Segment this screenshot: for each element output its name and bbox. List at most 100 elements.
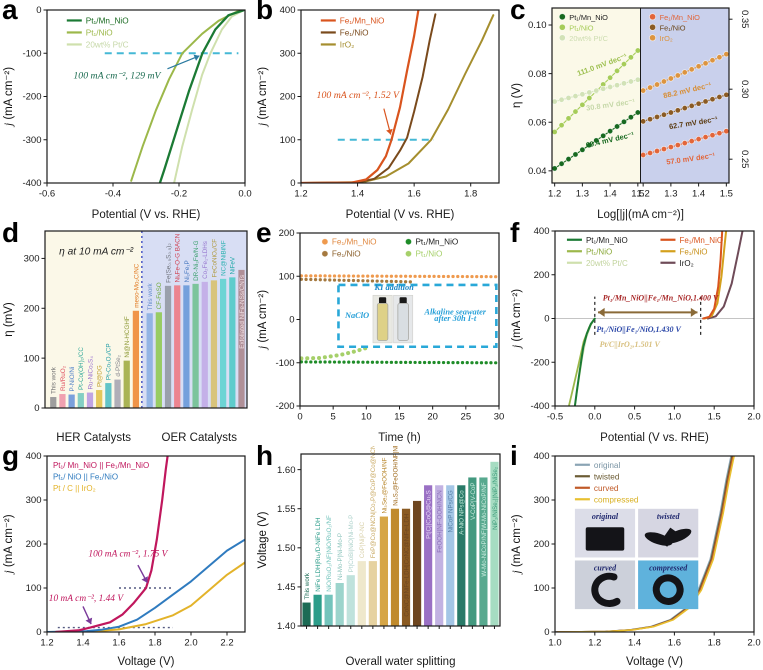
panel-i: i original twisted curved compressed origina… (508, 440, 763, 670)
svg-text:original: original (592, 512, 619, 521)
svg-text:1.0: 1.0 (668, 412, 681, 423)
svg-text:0.35: 0.35 (739, 10, 750, 29)
svg-text:meso-Mo₂C/NC: meso-Mo₂C/NC (133, 263, 140, 308)
svg-text:1.6: 1.6 (112, 638, 125, 649)
svg-text:1.4: 1.4 (604, 189, 617, 200)
svg-text:Fe₁/NiO: Fe₁/NiO (332, 250, 361, 259)
panel-a: a 100 mA cm⁻², 129 mV Pt₁/Mn_NiO Pt₁/NiO 20… (0, 0, 254, 223)
svg-text:Fe₁/NiO: Fe₁/NiO (679, 247, 707, 256)
svg-text:1.6: 1.6 (668, 638, 681, 649)
svg-text:1.50: 1.50 (277, 543, 296, 554)
svg-text:HER Catalysts: HER Catalysts (56, 432, 131, 444)
panel-b-chart: 100 mA cm⁻², 1.52 V Fe₁/Mn_NiO Fe₁/NiO IrO₂… (254, 0, 508, 228)
svg-text:Log[|j|(mA cm⁻²)]: Log[|j|(mA cm⁻²)] (597, 209, 684, 221)
svg-text:0.5: 0.5 (628, 412, 641, 423)
panel-b: b 100 mA cm⁻², 1.52 V Fe₁/Mn_NiO Fe₁/NiO Ir… (254, 0, 508, 223)
svg-text:-200: -200 (530, 357, 549, 368)
svg-text:Exfoliated NiFe-NSs/CNTs: Exfoliated NiFe-NSs/CNTs (239, 275, 246, 349)
svg-text:NaClO: NaClO (344, 311, 369, 320)
svg-text:0: 0 (36, 5, 41, 16)
svg-text:V-CoP|V-CoP: V-CoP|V-CoP (470, 482, 477, 519)
svg-text:0: 0 (544, 627, 549, 638)
svg-text:1.8: 1.8 (464, 189, 477, 200)
svg-text:Voltage (V): Voltage (V) (257, 511, 269, 568)
svg-text:1.3: 1.3 (576, 189, 589, 200)
svg-text:25: 25 (461, 412, 472, 423)
svg-text:0.0: 0.0 (238, 189, 251, 200)
svg-text:0.08: 0.08 (528, 69, 547, 80)
svg-text:twisted: twisted (594, 472, 620, 481)
svg-text:Alkaline seawater: Alkaline seawater (423, 307, 486, 316)
panel-h: h This work NiFe LDH|Ru₁/D-NiFe LDH NiO/Ru… (254, 440, 508, 670)
svg-text:Fe₁/Mn_NiO: Fe₁/Mn_NiO (660, 13, 701, 22)
panel-b-letter: b (256, 0, 274, 25)
svg-text:200: 200 (279, 228, 295, 239)
svg-text:2.0: 2.0 (747, 638, 760, 649)
svg-text:Ni-Mo-P|Ni-Mo-P: Ni-Mo-P|Ni-Mo-P (337, 533, 344, 580)
svg-text:Fe(Se₀.₅S₀.₅)₂: Fe(Se₀.₅S₀.₅)₂ (165, 243, 172, 283)
panel-i-chart: original twisted curved compressed original t… (508, 446, 763, 670)
svg-text:200: 200 (534, 270, 550, 281)
svg-text:FeOOH|NF-OOH/NCN: FeOOH|NF-OOH/NCN (437, 490, 444, 552)
svg-text:j (mA cm⁻²): j (mA cm⁻²) (511, 289, 523, 350)
svg-text:Potential (V vs. RHE): Potential (V vs. RHE) (346, 209, 455, 221)
svg-text:0: 0 (297, 412, 302, 423)
svg-text:Ru/RuO₂: Ru/RuO₂ (60, 365, 67, 391)
svg-text:Ru-NiCo₂S₄: Ru-NiCo₂S₄ (87, 356, 94, 390)
svg-text:Pt₁/NiO: Pt₁/NiO (415, 250, 442, 259)
svg-text:Pt / C || IrO₂: Pt / C || IrO₂ (53, 484, 96, 493)
svg-text:300: 300 (534, 495, 550, 506)
svg-text:1.2: 1.2 (294, 189, 307, 200)
svg-text:twisted: twisted (657, 512, 681, 521)
svg-text:1.5: 1.5 (720, 189, 733, 200)
panel-h-chart: This work NiFe LDH|Ru₁/D-NiFe LDH NiO/RuO₂… (254, 443, 508, 670)
svg-text:-0.4: -0.4 (105, 189, 121, 200)
svg-text:20wt% Pt/C: 20wt% Pt/C (569, 34, 608, 43)
svg-text:Voltage (V): Voltage (V) (626, 656, 683, 668)
svg-text:Pt-Co₃O₄/CP: Pt-Co₃O₄/CP (106, 343, 113, 380)
svg-text:200: 200 (534, 539, 550, 550)
svg-text:100 mA cm⁻², 129 mV: 100 mA cm⁻², 129 mV (73, 70, 161, 81)
svg-text:0.04: 0.04 (528, 166, 547, 177)
svg-text:NC@NiBiNF: NC@NiBiNF (221, 240, 228, 276)
svg-text:0: 0 (544, 314, 549, 325)
svg-text:η at 10 mA cm⁻²: η at 10 mA cm⁻² (59, 247, 134, 258)
svg-text:400: 400 (534, 451, 550, 462)
svg-text:Pt₁/Mn_NiO: Pt₁/Mn_NiO (586, 236, 628, 245)
panel-e: e KI addition NaClO Alkaline seawater after… (254, 217, 508, 446)
svg-text:Fe₁/NiO: Fe₁/NiO (660, 23, 686, 32)
svg-text:400: 400 (534, 226, 550, 237)
svg-text:Pt|CoBi|NiO|Ni-Mo-P: Pt|CoBi|NiO|Ni-Mo-P (348, 515, 355, 572)
svg-text:Pt₁/Mn_NiO: Pt₁/Mn_NiO (415, 238, 458, 247)
svg-text:10: 10 (361, 412, 372, 423)
svg-text:NiₓFe-O-G BACN: NiₓFe-O-G BACN (175, 233, 182, 282)
svg-text:Potential (V vs. RHE): Potential (V vs. RHE) (600, 432, 709, 444)
svg-text:Time (h): Time (h) (378, 432, 421, 444)
svg-text:0.25: 0.25 (739, 150, 750, 169)
svg-text:-300: -300 (22, 135, 41, 146)
svg-text:100 mA cm⁻², 1.52 V: 100 mA cm⁻², 1.52 V (317, 90, 400, 101)
svg-text:Pt₁/Mn_NiO: Pt₁/Mn_NiO (569, 13, 608, 22)
panel-f-letter: f (510, 217, 520, 248)
svg-text:0.10: 0.10 (528, 20, 547, 31)
svg-text:1.4: 1.4 (76, 638, 89, 649)
svg-text:Fe₁/NiO: Fe₁/NiO (340, 28, 369, 37)
svg-text:1.5: 1.5 (631, 189, 644, 200)
svg-text:j (mA cm⁻²): j (mA cm⁻²) (257, 67, 269, 128)
svg-text:η (mV): η (mV) (3, 302, 15, 337)
svg-text:-0.2: -0.2 (171, 189, 187, 200)
svg-text:2.2: 2.2 (220, 638, 233, 649)
svg-text:2.0: 2.0 (747, 412, 760, 423)
svg-text:Pt-Co(OH)₂/CC: Pt-Co(OH)₂/CC (78, 347, 85, 390)
svg-text:after 30h I-t: after 30h I-t (434, 314, 477, 323)
svg-text:Pt|C||CoO@Cu₂S: Pt|C||CoO@Cu₂S (426, 490, 433, 539)
svg-text:0: 0 (289, 315, 294, 326)
svg-text:200: 200 (24, 303, 40, 314)
svg-text:j (mA cm⁻²): j (mA cm⁻²) (257, 290, 269, 351)
svg-text:400: 400 (280, 5, 296, 16)
svg-text:W-Mo-NiCoP/NF|W-Mo-NiCoP/NF: W-Mo-NiCoP/NF|W-Mo-NiCoP/NF (481, 482, 488, 576)
svg-text:Pt₁/ Mn_NiO || Fe₁/Mn_NiO: Pt₁/ Mn_NiO || Fe₁/Mn_NiO (53, 461, 149, 470)
svg-text:NiO/RuO₂/NF|NiO/RuO₂/NF: NiO/RuO₂/NF|NiO/RuO₂/NF (326, 515, 333, 592)
svg-text:-100: -100 (22, 48, 41, 59)
svg-text:20wt% Pt/C: 20wt% Pt/C (586, 259, 628, 268)
